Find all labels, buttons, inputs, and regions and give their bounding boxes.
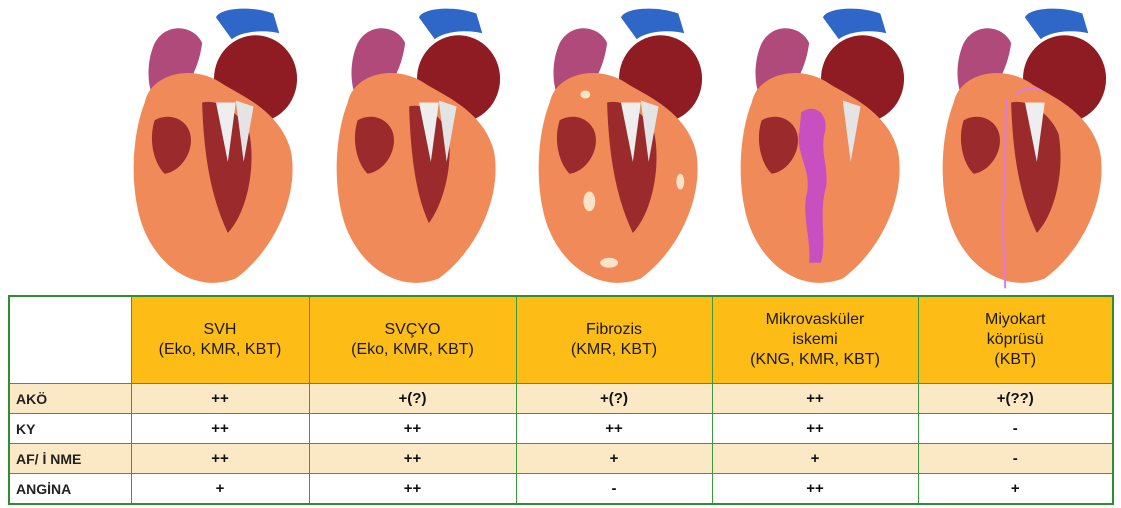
table-cell: +(??) bbox=[917, 383, 1114, 414]
column-header: SVH (Eko, KMR, KBT) bbox=[130, 295, 310, 384]
table-row: ANGİNA + ++ - ++ + bbox=[8, 473, 1114, 505]
column-header-line: köprüsü bbox=[986, 331, 1044, 348]
table-row: AF/ İ NME ++ ++ + + - bbox=[8, 443, 1114, 474]
column-header-line: (KBT) bbox=[994, 351, 1037, 368]
heart-microvascular-ischemia-illustration bbox=[740, 8, 905, 283]
table-cell: + bbox=[515, 443, 713, 474]
table-cell: +(?) bbox=[308, 383, 517, 414]
table-cell: ++ bbox=[308, 443, 517, 474]
corner-cell bbox=[8, 295, 132, 384]
column-header-line: SVÇYO bbox=[384, 321, 441, 338]
table-cell: - bbox=[515, 473, 713, 505]
column-header-line: (Eko, KMR, KBT) bbox=[351, 341, 474, 358]
table-cell: ++ bbox=[308, 413, 517, 444]
heart-hypertrophy-illustration bbox=[133, 8, 298, 283]
heart-base-graphic bbox=[133, 8, 298, 283]
heart-base-graphic bbox=[538, 8, 703, 283]
column-header-line: iskemi bbox=[792, 331, 838, 348]
table-cell: +(?) bbox=[515, 383, 713, 414]
row-label: ANGİNA bbox=[8, 473, 132, 505]
table-cell: - bbox=[917, 443, 1114, 474]
table-cell: ++ bbox=[130, 383, 310, 414]
row-label: AKÖ bbox=[8, 383, 132, 414]
heart-thickening-illustration bbox=[336, 8, 501, 283]
column-header-line: Fibrozis bbox=[585, 321, 642, 338]
row-label: AF/ İ NME bbox=[8, 443, 132, 474]
table-cell: ++ bbox=[711, 413, 919, 444]
column-header: Fibrozis (KMR, KBT) bbox=[515, 295, 713, 384]
heart-base-graphic bbox=[942, 8, 1107, 289]
column-header-line: Miyokart bbox=[985, 311, 1046, 328]
column-header-line: (KNG, KMR, KBT) bbox=[750, 351, 880, 368]
column-header: Miyokart köprüsü (KBT) bbox=[917, 295, 1114, 384]
heart-illustrations bbox=[133, 8, 1107, 289]
column-header: Mikrovasküler iskemi (KNG, KMR, KBT) bbox=[711, 295, 919, 384]
table-cell: + bbox=[917, 473, 1114, 505]
heart-base-graphic bbox=[740, 8, 905, 283]
row-label: KY bbox=[8, 413, 132, 444]
table-row: KY ++ ++ ++ ++ - bbox=[8, 413, 1114, 444]
table-cell: + bbox=[711, 443, 919, 474]
column-header-line: (KMR, KBT) bbox=[570, 341, 658, 358]
table-cell: ++ bbox=[308, 473, 517, 505]
heart-fibrosis-illustration bbox=[538, 8, 703, 283]
table-header-row: SVH (Eko, KMR, KBT) SVÇYO (Eko, KMR, KBT… bbox=[8, 295, 1114, 384]
table-cell: ++ bbox=[515, 413, 713, 444]
column-header-line: Mikrovasküler bbox=[765, 311, 865, 328]
column-header: SVÇYO (Eko, KMR, KBT) bbox=[308, 295, 517, 384]
heart-myocardial-bridge-illustration bbox=[942, 8, 1107, 289]
table-cell: ++ bbox=[711, 383, 919, 414]
comparison-table: SVH (Eko, KMR, KBT) SVÇYO (Eko, KMR, KBT… bbox=[8, 295, 1114, 505]
table-row: AKÖ ++ +(?) +(?) ++ +(??) bbox=[8, 383, 1114, 414]
column-header-line: (Eko, KMR, KBT) bbox=[158, 341, 282, 358]
table-cell: ++ bbox=[711, 473, 919, 505]
heart-base-graphic bbox=[336, 8, 501, 283]
table-cell: ++ bbox=[130, 413, 310, 444]
table-cell: ++ bbox=[130, 443, 310, 474]
table-cell: - bbox=[917, 413, 1114, 444]
column-header-line: SVH bbox=[203, 321, 237, 338]
table-cell: + bbox=[130, 473, 310, 505]
